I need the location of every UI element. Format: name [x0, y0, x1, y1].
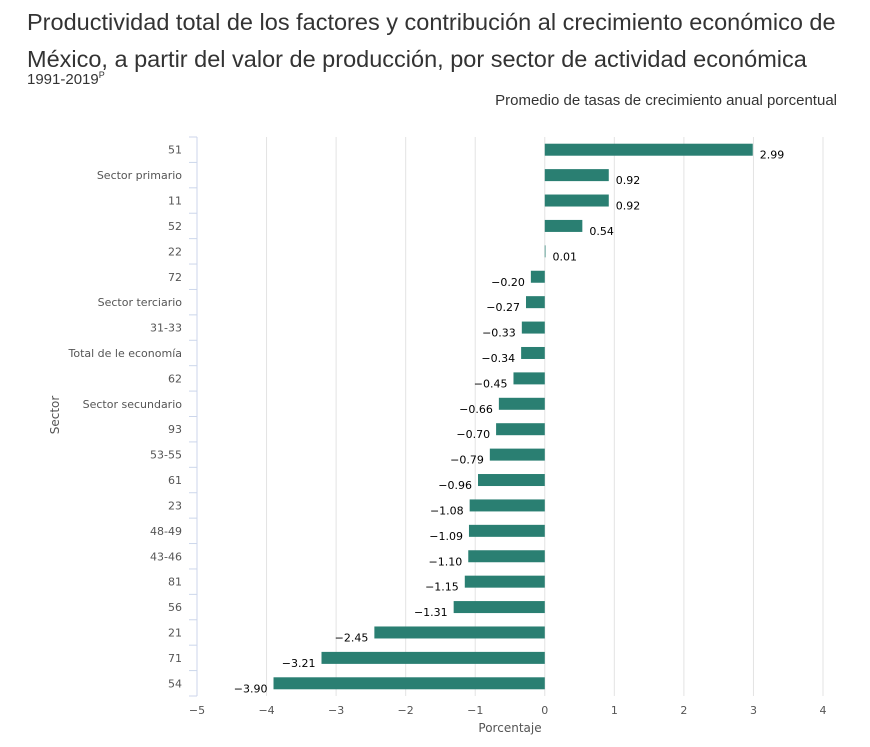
bar [496, 423, 545, 436]
bar [478, 474, 545, 487]
data-label: −0.33 [482, 327, 516, 340]
data-label: 0.54 [589, 225, 614, 238]
y-tick-label: Sector terciario [98, 296, 183, 309]
bar [513, 372, 545, 385]
y-tick-label: 11 [168, 195, 182, 208]
y-tick-label: 48-49 [150, 525, 182, 538]
unit-label: Promedio de tasas de crecimiento anual p… [495, 92, 837, 109]
data-label: −1.09 [429, 530, 463, 543]
y-tick-label: 71 [168, 652, 182, 665]
data-label: −0.66 [459, 403, 493, 416]
bar [544, 245, 546, 258]
bar [321, 651, 545, 664]
data-label: 2.99 [760, 149, 785, 162]
data-label: −0.96 [438, 479, 472, 492]
data-label: −2.45 [335, 631, 369, 644]
y-tick-label: 93 [168, 423, 182, 436]
y-tick-label: Sector secundario [83, 398, 183, 411]
data-label: −3.90 [234, 682, 268, 695]
data-label: −1.08 [430, 504, 464, 517]
y-tick-label: 52 [168, 220, 182, 233]
bar [544, 219, 583, 232]
y-tick-label: 31-33 [150, 322, 182, 335]
data-label: −0.20 [491, 276, 525, 289]
data-label: −0.79 [450, 454, 484, 467]
data-label: −1.10 [429, 555, 463, 568]
bar [273, 677, 545, 690]
bar [530, 270, 545, 283]
bar [525, 296, 545, 309]
bar [469, 499, 545, 512]
x-tick-label: −2 [398, 704, 414, 717]
bar [544, 194, 609, 207]
bar [521, 346, 545, 359]
y-tick-label: 62 [168, 372, 182, 385]
y-tick-label: Sector primario [97, 169, 182, 182]
chart-title: Productividad total de los factores y co… [27, 9, 836, 72]
y-tick-label: 51 [168, 144, 182, 157]
x-axis-title: Porcentaje [478, 721, 541, 735]
data-label: 0.01 [552, 250, 577, 263]
y-tick-label: Total de le economía [67, 347, 182, 360]
bar [468, 550, 545, 563]
y-tick-label: 81 [168, 576, 182, 589]
bar [544, 169, 609, 182]
bar [374, 626, 545, 639]
y-tick-label: 43-46 [150, 550, 182, 563]
y-tick-label: 61 [168, 474, 182, 487]
data-label: −3.21 [282, 657, 316, 670]
y-tick-label: 22 [168, 245, 182, 258]
data-label: −0.34 [481, 352, 515, 365]
y-tick-label: 56 [168, 601, 182, 614]
data-label: −1.31 [414, 606, 448, 619]
data-label: 0.92 [616, 174, 641, 187]
data-label: −0.27 [486, 301, 520, 314]
x-tick-label: −4 [258, 704, 274, 717]
data-label: −0.70 [456, 428, 490, 441]
x-tick-label: 1 [611, 704, 618, 717]
bar [464, 575, 545, 588]
y-tick-label: 53-55 [150, 449, 182, 462]
chart-subtitle: 1991-2019P [27, 70, 105, 88]
x-axis: −5 −4 −3 −2 −1 0 1 2 3 4 [189, 704, 827, 717]
y-tick-label: 72 [168, 271, 182, 284]
x-tick-label: 3 [750, 704, 757, 717]
bar [453, 601, 545, 614]
x-tick-label: −5 [189, 704, 205, 717]
y-tick-label: 54 [168, 677, 182, 690]
bar [544, 143, 753, 156]
bar [468, 524, 545, 537]
bars [273, 143, 753, 690]
data-label: −1.15 [425, 581, 459, 594]
subtitle-period: 1991-2019 [27, 71, 99, 88]
subtitle-preliminary-mark: P [98, 70, 105, 80]
bar [498, 397, 545, 410]
data-label: 0.92 [616, 200, 641, 213]
x-tick-label: −3 [328, 704, 344, 717]
bar [521, 321, 545, 334]
y-axis-title: Sector [48, 396, 62, 435]
data-label: −0.45 [474, 377, 508, 390]
y-axis: 51 Sector primario 11 52 22 72 Sector terciari… [67, 136, 198, 697]
x-tick-label: 2 [680, 704, 687, 717]
x-tick-label: −1 [467, 704, 483, 717]
x-tick-label: 4 [820, 704, 827, 717]
value-labels: 2.990.920.920.540.01−0.20−0.27−0.33−0.34… [234, 149, 784, 696]
bar [489, 448, 545, 461]
y-tick-label: 21 [168, 626, 182, 639]
x-tick-label: 0 [541, 704, 548, 717]
y-tick-label: 23 [168, 499, 182, 512]
